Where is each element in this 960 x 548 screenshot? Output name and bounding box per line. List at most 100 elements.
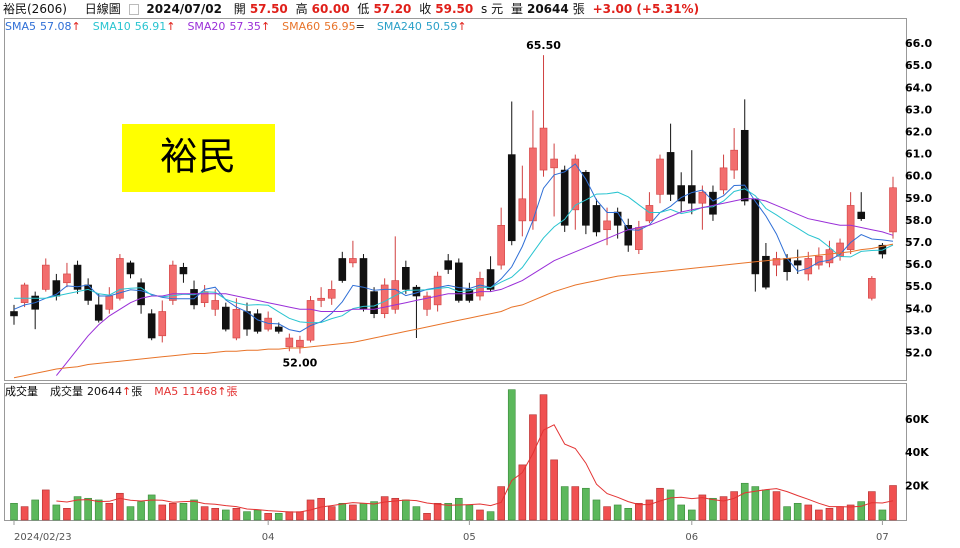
volume-bar — [158, 504, 167, 521]
candle-body — [825, 249, 834, 264]
candle-body — [105, 295, 114, 310]
volume-bar — [20, 506, 29, 521]
volume-bar — [730, 491, 738, 521]
y-tick-label: 63.0 — [905, 103, 932, 116]
candle-body — [624, 225, 633, 246]
candle-body — [391, 280, 400, 310]
volume-bar — [529, 414, 537, 521]
legend-last: 56.95 — [324, 20, 356, 33]
candle-body — [793, 260, 802, 266]
legend-name: 成交量 — [50, 384, 83, 398]
volume-bar — [370, 501, 378, 521]
volume-bar — [274, 513, 283, 521]
y-tick-label: 64.0 — [905, 81, 932, 94]
y-tick-label: 20K — [905, 480, 929, 493]
volume-bar — [147, 494, 156, 521]
legend-unit: 張 — [226, 385, 237, 398]
candle-body — [179, 266, 188, 275]
candle-body — [539, 127, 548, 171]
volume-bar — [232, 508, 241, 521]
legend-name: SMA20 — [187, 20, 225, 33]
y-tick-label: 60K — [905, 413, 929, 426]
candle-body — [327, 289, 336, 299]
candle-body — [137, 282, 145, 306]
candle-body — [222, 306, 230, 330]
volume-bar — [783, 506, 791, 521]
volume-bar — [793, 502, 802, 521]
volume-bar — [41, 489, 50, 521]
volume-bar — [603, 506, 611, 521]
candle-body — [857, 211, 866, 219]
quote-value: 57.20 — [373, 2, 412, 16]
candle-body — [762, 255, 770, 288]
volume-bar — [825, 508, 834, 521]
candle-body — [656, 158, 664, 195]
candle-body — [444, 260, 453, 270]
volume-bar — [116, 492, 124, 521]
y-tick-label: 57.0 — [905, 236, 932, 249]
candle-body — [454, 262, 463, 301]
candle-body — [687, 185, 696, 204]
volume-bar — [243, 511, 251, 521]
volume-bar — [349, 504, 357, 521]
stock-name: 裕民(2606) — [3, 2, 67, 16]
volume-bar — [190, 499, 198, 521]
volume-bar — [423, 513, 431, 521]
legend-unit: 張 — [131, 385, 142, 398]
candle-body — [63, 273, 71, 284]
candle-body — [719, 167, 728, 191]
candle-body — [603, 220, 611, 231]
candle-body — [846, 205, 855, 250]
candle-body — [20, 284, 29, 303]
candle-body — [200, 291, 209, 303]
candle-body — [10, 311, 18, 317]
y-tick-label: 62.0 — [905, 125, 932, 138]
legend-entry: SMA60 56.95= — [282, 20, 365, 33]
volume-bar — [211, 508, 220, 521]
volume: 20644 — [526, 2, 569, 16]
volume-bar — [63, 508, 71, 521]
volume-bar — [454, 497, 463, 521]
volume-bar — [444, 502, 453, 521]
legend-trend: ↑ — [261, 20, 270, 33]
legend-trend: ↑ — [72, 20, 81, 33]
volume-bar — [645, 499, 654, 521]
y-tick-label: 59.0 — [905, 192, 932, 205]
candle-body — [147, 313, 156, 339]
volume-bar — [105, 502, 114, 521]
candle-body — [666, 152, 675, 195]
period: 日線圖 — [84, 2, 121, 16]
volume-bar — [10, 502, 18, 521]
candle-body — [804, 258, 813, 275]
candle-body — [433, 275, 442, 306]
volume-bar — [433, 502, 442, 521]
y-tick-label: 66.0 — [905, 37, 932, 50]
legend-entry: SMA20 57.35↑ — [187, 20, 270, 33]
candle-body — [158, 311, 167, 337]
legend-trend: ↑ — [457, 20, 466, 33]
volume-bar — [868, 491, 876, 521]
y-tick-label: 55.0 — [905, 280, 932, 293]
volume-bar — [582, 487, 590, 521]
volume-bar — [878, 509, 887, 521]
volume-bar — [31, 499, 39, 521]
quote-key: 收 — [419, 2, 432, 16]
y-tick-label: 58.0 — [905, 214, 932, 227]
stamp: 裕民 — [160, 135, 236, 179]
candle-body — [740, 129, 749, 202]
volume-bar — [635, 502, 643, 521]
candle-body — [402, 266, 410, 290]
price-annotation: 65.50 — [526, 39, 561, 52]
volume-bar — [486, 511, 495, 521]
volume-frame — [4, 383, 907, 521]
candle-body — [285, 337, 294, 348]
volume-bar — [836, 506, 844, 521]
quote-key: 低 — [357, 2, 370, 16]
candle-body — [306, 300, 315, 341]
volume-bar — [762, 489, 770, 521]
candle-body — [730, 149, 738, 171]
candle-body — [889, 187, 897, 233]
